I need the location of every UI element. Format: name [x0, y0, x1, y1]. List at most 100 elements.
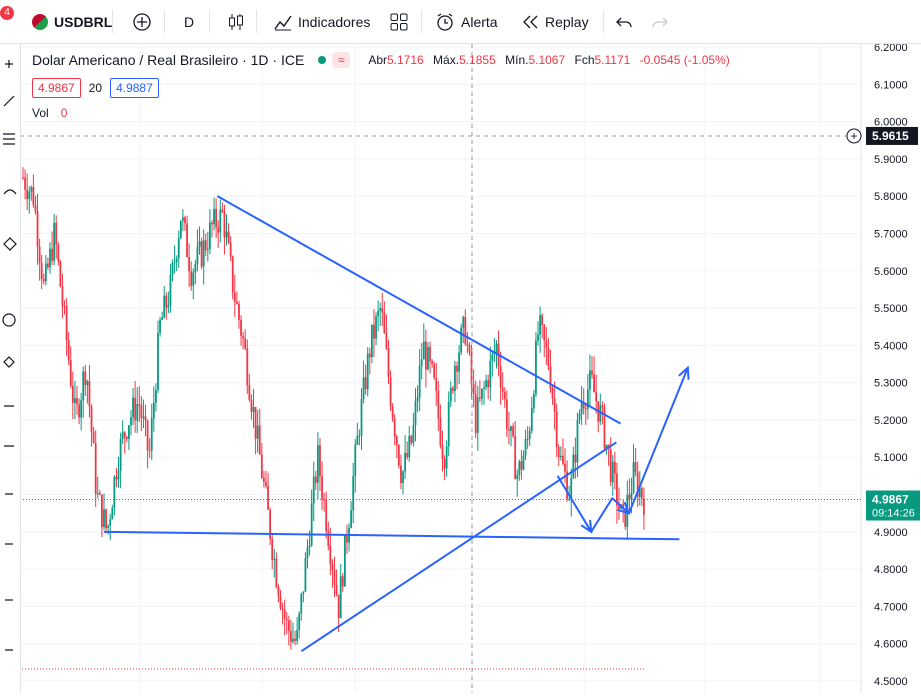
trendline[interactable]	[103, 530, 680, 541]
candle-body	[298, 613, 301, 630]
candle-body	[200, 241, 203, 267]
interval-button[interactable]: D	[184, 13, 195, 30]
candle-body	[535, 340, 537, 394]
layout-button[interactable]	[390, 0, 408, 43]
y-tick-label: 4.5000	[874, 676, 908, 688]
candle-body	[518, 461, 521, 475]
shapes-icon[interactable]	[3, 237, 17, 251]
candle-body	[400, 465, 402, 483]
candle-body	[643, 498, 645, 515]
y-tick-label: 6.0000	[874, 117, 908, 129]
candle-body	[481, 388, 483, 399]
trendline-icon[interactable]	[3, 95, 15, 107]
candle-body	[356, 435, 359, 445]
candle-body	[466, 343, 469, 346]
replay-button[interactable]: Replay	[521, 0, 589, 43]
candle-body	[101, 494, 103, 528]
crosshair-icon[interactable]	[5, 60, 13, 68]
candle-body	[358, 435, 361, 437]
symbol-search-button[interactable]: USDBRL	[32, 0, 112, 43]
chart-legend: Dolar Americano / Real Brasileiro · 1D ·…	[32, 52, 736, 120]
candle-body	[616, 473, 618, 506]
candle-body	[582, 402, 585, 409]
trendline[interactable]	[300, 441, 617, 652]
candle-body	[541, 315, 544, 326]
candle-body	[78, 404, 80, 418]
candle-body	[92, 431, 95, 444]
candle-body	[397, 445, 400, 466]
candle-body	[474, 394, 477, 433]
candle-body	[98, 493, 101, 495]
undo-button[interactable]	[615, 0, 633, 43]
spread-value: 20	[88, 81, 103, 95]
redo-button[interactable]	[651, 0, 669, 43]
candle-body	[265, 481, 267, 486]
alert-button[interactable]: Alerta	[435, 0, 498, 43]
candle-body	[161, 317, 164, 320]
candle-body	[435, 377, 438, 392]
symbol-title[interactable]: Dolar Americano / Real Brasileiro · 1D ·…	[32, 52, 305, 68]
text-icon[interactable]	[2, 313, 16, 327]
arrow-head	[617, 501, 631, 515]
candle-body	[96, 493, 99, 495]
add-level-icon[interactable]	[846, 128, 862, 144]
candle-body	[271, 538, 274, 561]
candle-body	[433, 363, 436, 378]
projection-path[interactable]	[556, 367, 689, 533]
candle-body	[53, 222, 56, 261]
pattern-icon[interactable]	[3, 356, 15, 368]
candle-body	[501, 387, 504, 392]
indicators-button[interactable]: Indicadores	[273, 0, 370, 43]
drawing-toolbar	[0, 44, 21, 693]
candle-body	[591, 370, 593, 375]
eye-icon[interactable]: ≈	[332, 52, 351, 68]
measure-icon[interactable]	[4, 405, 14, 447]
candle-body	[524, 438, 527, 456]
candle-body	[447, 401, 450, 447]
chart-type-button[interactable]	[227, 0, 245, 43]
candle-body	[90, 406, 93, 432]
candle-body	[165, 295, 168, 308]
trendline[interactable]	[216, 195, 622, 425]
ask-button[interactable]: 4.9887	[110, 78, 159, 98]
candle-body	[26, 189, 29, 200]
candle-body	[510, 426, 512, 431]
candle-body	[335, 585, 338, 595]
candle-body	[530, 408, 533, 432]
market-status-icon	[318, 56, 327, 64]
candle-body	[242, 336, 245, 339]
candle-body	[138, 404, 141, 406]
brush-icon[interactable]	[3, 189, 17, 195]
bid-button[interactable]: 4.9867	[32, 78, 81, 98]
magnet-icon[interactable]	[5, 599, 13, 651]
candle-body	[478, 397, 481, 399]
candle-body	[47, 263, 49, 268]
candle-body	[532, 393, 535, 409]
candle-body	[204, 240, 207, 251]
candle-body	[40, 262, 43, 279]
candle-body	[314, 476, 317, 483]
y-tick-label: 4.7000	[874, 601, 908, 613]
candle-body	[119, 438, 122, 471]
candle-body	[323, 499, 326, 501]
close-value: 5.1171	[594, 53, 631, 67]
change-value: -0.0545 (-1.05%)	[639, 53, 730, 67]
compare-button[interactable]	[132, 0, 152, 43]
candle-body	[88, 381, 91, 407]
candle-body	[213, 208, 215, 225]
candle-body	[128, 425, 130, 439]
candle-body	[333, 570, 336, 586]
zoom-icon[interactable]	[5, 493, 13, 545]
candle-body	[300, 593, 303, 614]
notification-badge[interactable]: 4	[0, 0, 14, 43]
current-price-label: 4.9867	[872, 492, 909, 506]
candle-body	[586, 389, 589, 409]
candle-body	[557, 446, 560, 458]
candle-body	[308, 545, 311, 548]
candle-body	[240, 319, 242, 337]
candle-body	[628, 494, 631, 500]
candle-body	[211, 222, 213, 225]
candle-body	[420, 359, 423, 366]
fib-icon[interactable]	[3, 133, 15, 145]
